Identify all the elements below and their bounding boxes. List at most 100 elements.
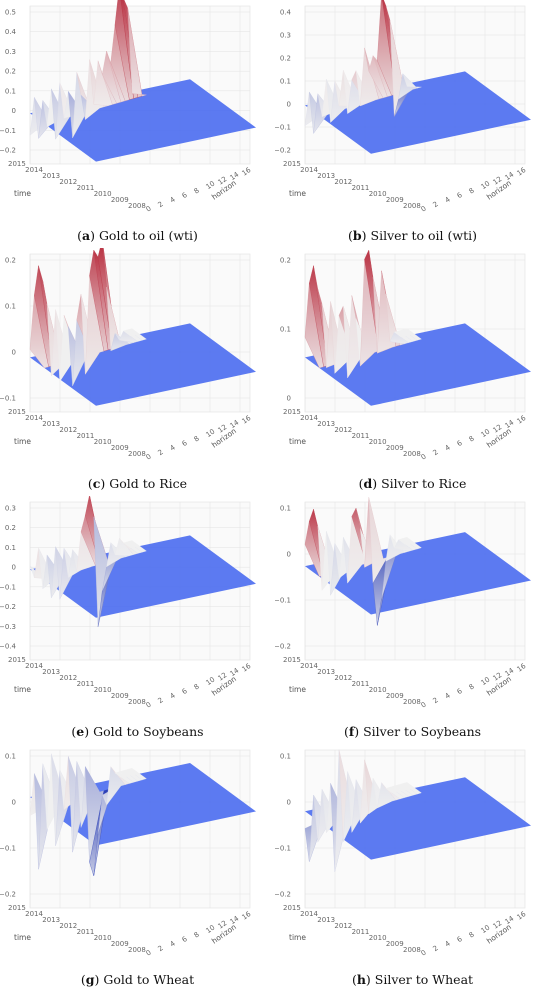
time-tick-label: 2009	[111, 692, 129, 700]
horizon-tick-label: 16	[516, 414, 528, 426]
time-tick-label: 2015	[283, 904, 301, 912]
z-tick-label: −0.1	[0, 127, 16, 135]
z-tick-label: 0.1	[280, 753, 291, 761]
time-tick-label: 2010	[94, 438, 112, 446]
z-tick-label: 0.4	[5, 28, 17, 36]
time-tick-label: 2014	[25, 662, 43, 670]
horizon-tick-label: 16	[241, 166, 253, 178]
time-tick-label: 2009	[386, 940, 404, 948]
time-tick-label: 2010	[369, 686, 387, 694]
horizon-tick-label: 10	[480, 427, 492, 439]
horizon-tick-label: 12	[492, 671, 504, 683]
time-tick-label: 2015	[8, 656, 26, 664]
z-tick-label: 0.1	[5, 544, 16, 552]
time-tick-label: 2008	[128, 946, 146, 954]
horizon-tick-label: 10	[480, 923, 492, 935]
z-tick-label: −0.1	[275, 845, 291, 853]
time-tick-label: 2013	[317, 172, 335, 180]
time-tick-label: 2015	[8, 408, 26, 416]
chart-panel-a: 0.5 0.4 0.3 0.2 0.1 0 −0.1 −0.2 2015 2014 2013 2012…	[0, 0, 275, 248]
horizon-tick-label: 6	[181, 935, 190, 944]
horizon-tick-label: 0	[145, 453, 153, 462]
time-tick-label: 2011	[352, 184, 370, 192]
z-tick-label: 0.2	[5, 68, 16, 76]
horizon-tick-label: 12	[217, 919, 229, 931]
surface-strip	[127, 328, 147, 341]
horizon-tick-label: 14	[229, 914, 241, 926]
horizon-tick-label: 16	[516, 662, 528, 674]
z-tick-label: 0	[12, 349, 16, 357]
z-tick-label: 0	[287, 101, 291, 109]
time-tick-label: 2008	[128, 202, 146, 210]
horizon-tick-label: 2	[157, 448, 165, 457]
time-tick-label: 2010	[369, 190, 387, 198]
z-tick-label: 0	[12, 564, 16, 572]
horizon-tick-label: 6	[456, 935, 465, 944]
horizon-tick-label: 4	[169, 443, 178, 452]
horizon-tick-label: 10	[480, 179, 492, 191]
horizon-tick-label: 8	[193, 187, 201, 196]
time-tick-label: 2015	[283, 160, 301, 168]
z-tick-label: 0.4	[280, 9, 292, 17]
caption-b: (b) Silver to oil (wti)	[348, 228, 477, 243]
horizon-tick-label: 6	[456, 687, 465, 696]
z-tick-label: 0.3	[5, 48, 16, 56]
horizon-tick-label: 4	[444, 939, 453, 948]
horizon-tick-label: 14	[229, 170, 241, 182]
horizon-tick-label: 10	[205, 179, 217, 191]
time-tick-label: 2013	[317, 420, 335, 428]
time-axis-title: time	[289, 685, 306, 694]
surface-strip	[127, 8, 147, 97]
horizon-tick-label: 0	[420, 205, 428, 214]
z-tick-label: 0.1	[5, 753, 16, 761]
time-tick-label: 2015	[8, 904, 26, 912]
surface-plot-d: 0.20.1020152014201320122011201020092008t…	[280, 249, 531, 462]
time-tick-label: 2015	[283, 408, 301, 416]
z-tick-label: −0.1	[0, 583, 16, 591]
time-tick-label: 2012	[334, 922, 352, 930]
z-tick-label: −0.2	[0, 603, 16, 611]
time-tick-label: 2011	[77, 928, 95, 936]
surface-strip	[402, 537, 422, 550]
horizon-tick-label: 12	[492, 919, 504, 931]
time-tick-label: 2011	[77, 184, 95, 192]
horizon-tick-label: 4	[444, 443, 453, 452]
horizon-tick-label: 8	[193, 931, 201, 940]
time-tick-label: 2008	[128, 698, 146, 706]
horizon-tick-label: 12	[217, 671, 229, 683]
z-tick-label: 0.1	[280, 326, 291, 334]
horizon-tick-label: 12	[492, 175, 504, 187]
surface-plot-e: 0.30.20.10−0.1−0.2−0.3−0.420152014201320…	[0, 496, 256, 710]
z-tick-label: −0.2	[275, 891, 291, 899]
zero-plane	[30, 763, 256, 846]
chart-panel-f: 0.1 0 −0.1 −0.2 2015 2014 2013 2012 2011 2010 2009…	[275, 496, 550, 744]
time-tick-label: 2011	[352, 432, 370, 440]
horizon-tick-label: 16	[516, 910, 528, 922]
z-tick-label: −0.3	[0, 623, 16, 631]
time-tick-label: 2015	[283, 656, 301, 664]
horizon-tick-label: 2	[157, 696, 165, 705]
time-axis-title: time	[289, 437, 306, 446]
caption-g: (g) Gold to Wheat	[80, 972, 195, 987]
horizon-tick-label: 8	[193, 683, 201, 692]
horizon-tick-label: 14	[504, 170, 516, 182]
time-tick-label: 2008	[403, 450, 421, 458]
horizon-tick-label: 6	[456, 439, 465, 448]
z-tick-label: 0.5	[5, 9, 16, 17]
horizon-tick-label: 16	[241, 910, 253, 922]
horizon-tick-label: 14	[229, 666, 241, 678]
horizon-tick-label: 0	[145, 205, 153, 214]
horizon-tick-label: 2	[157, 200, 165, 209]
horizon-tick-label: 0	[145, 949, 153, 958]
chart-panel-b: 0.4 0.3 0.2 0.1 0 −0.1 −0.2 2015 2014 2013 2012 201…	[275, 0, 550, 248]
surface-plot-a: 0.50.40.30.20.10−0.1−0.22015201420132012…	[0, 0, 256, 214]
time-axis-title: time	[14, 685, 31, 694]
chart-panel-d: 0.2 0.1 0 2015 2014 2013 2012 2011 2010 2009 2008 t…	[275, 248, 550, 496]
z-tick-label: 0.1	[280, 78, 291, 86]
surface-strip	[127, 540, 147, 553]
horizon-tick-label: 14	[504, 914, 516, 926]
horizon-tick-label: 8	[468, 683, 476, 692]
time-axis-title: time	[289, 189, 306, 198]
horizon-tick-label: 12	[217, 175, 229, 187]
horizon-tick-label: 14	[504, 666, 516, 678]
